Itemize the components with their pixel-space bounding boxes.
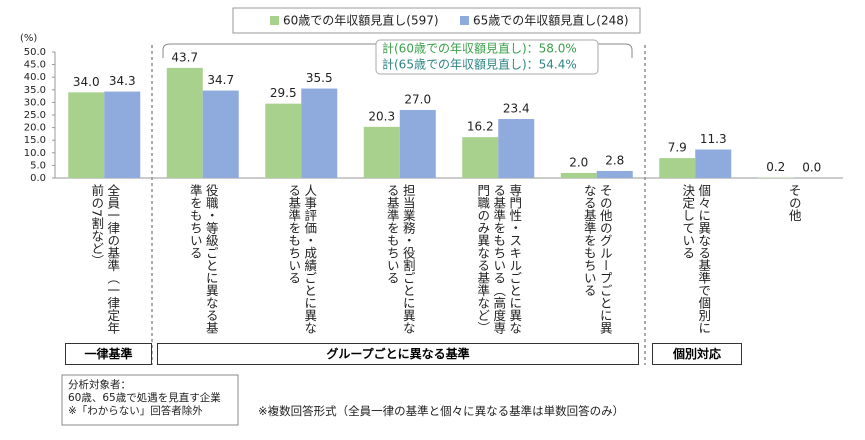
- annotation: 計(60歳での年収額見直し)：58.0%: [382, 41, 577, 56]
- legend-label: 60歳での年収額見直し(597): [283, 14, 439, 28]
- bar: [462, 137, 499, 178]
- x-tick-label: 人事評価・成績ごとに異なる基準をもちいる: [286, 184, 318, 334]
- value-label: 20.3: [368, 109, 395, 123]
- value-label: 34.7: [207, 73, 234, 87]
- y-tick-label: 35.0: [24, 85, 46, 96]
- x-tick-label: その他のグループごとに異なる基準をもちいる: [581, 184, 613, 334]
- x-tick-label: 役職・等級ごとに異なる基準をもちいる: [187, 184, 219, 334]
- value-label: 34.0: [73, 75, 100, 89]
- legend-label: 65歳での年収額見直し(248): [473, 14, 629, 28]
- bar: [596, 170, 633, 178]
- bar: [399, 109, 436, 178]
- bar: [498, 119, 535, 178]
- group-label: グループごとに異なる基準: [157, 343, 639, 365]
- y-tick-label: 10.0: [24, 148, 46, 159]
- value-label: 0.2: [766, 160, 785, 174]
- y-tick-label: 50.0: [24, 47, 46, 58]
- value-label: 0.0: [802, 161, 821, 175]
- value-label: 43.7: [171, 50, 198, 64]
- annotation: 計(65歳での年収額見直し)：54.4%: [382, 57, 577, 72]
- legend-box: [232, 7, 641, 34]
- annotation-box: [375, 39, 599, 75]
- bar: [104, 91, 141, 178]
- y-tick-label: 40.0: [24, 72, 46, 83]
- y-tick-label: 0.0: [30, 173, 46, 184]
- value-label: 16.2: [467, 120, 494, 134]
- value-label: 11.3: [700, 132, 727, 146]
- y-tick-label: 25.0: [24, 110, 46, 121]
- value-label: 34.3: [109, 74, 136, 88]
- legend-swatch: [460, 16, 469, 25]
- bar: [68, 92, 105, 178]
- bar: [301, 88, 338, 178]
- legend-swatch: [270, 16, 279, 25]
- group-label: 一律基準: [65, 343, 152, 365]
- y-unit: (%): [20, 33, 37, 44]
- bar: [202, 90, 239, 178]
- note: ※複数回答形式（全員一律の基準と個々に異なる基準は単数回答のみ）: [258, 404, 625, 418]
- value-label: 2.8: [605, 153, 624, 167]
- value-label: 2.0: [569, 155, 588, 169]
- x-tick-label: 専門性・スキルごとに異なる基準をもちいる（高度専門職のみ異なる基準など）: [475, 184, 523, 334]
- y-tick-label: 30.0: [24, 97, 46, 108]
- value-label: 35.5: [306, 71, 333, 85]
- value-label: 29.5: [270, 86, 297, 100]
- group-label: 個別対応: [652, 343, 742, 365]
- bar: [659, 158, 696, 178]
- bar: [265, 103, 302, 178]
- value-label: 7.9: [668, 141, 687, 155]
- x-tick-label: その他: [786, 184, 802, 222]
- note: ※「わからない」回答者除外: [68, 405, 203, 417]
- bar: [166, 67, 203, 178]
- x-tick-label: 個々に異なる基準で個別に決定している: [680, 184, 712, 334]
- x-tick-label: 全員一律の基準（一律定年前の7割など）: [89, 184, 121, 334]
- note: 分析対象者：: [68, 379, 131, 391]
- y-tick-label: 15.0: [24, 135, 46, 146]
- y-tick-label: 5.0: [30, 160, 46, 171]
- y-tick-label: 45.0: [24, 60, 46, 71]
- x-tick-label: 担当業務・役割ごとに異なる基準をもちいる: [384, 184, 416, 334]
- y-tick-label: 20.0: [24, 123, 46, 134]
- bar: [363, 126, 400, 178]
- note: 60歳、65歳で処遇を見直す企業: [68, 392, 221, 404]
- bar: [560, 172, 597, 178]
- value-label: 23.4: [503, 102, 530, 116]
- bar: [695, 149, 732, 178]
- note-box: [61, 374, 239, 426]
- bar: [757, 177, 794, 178]
- value-label: 27.0: [404, 92, 431, 106]
